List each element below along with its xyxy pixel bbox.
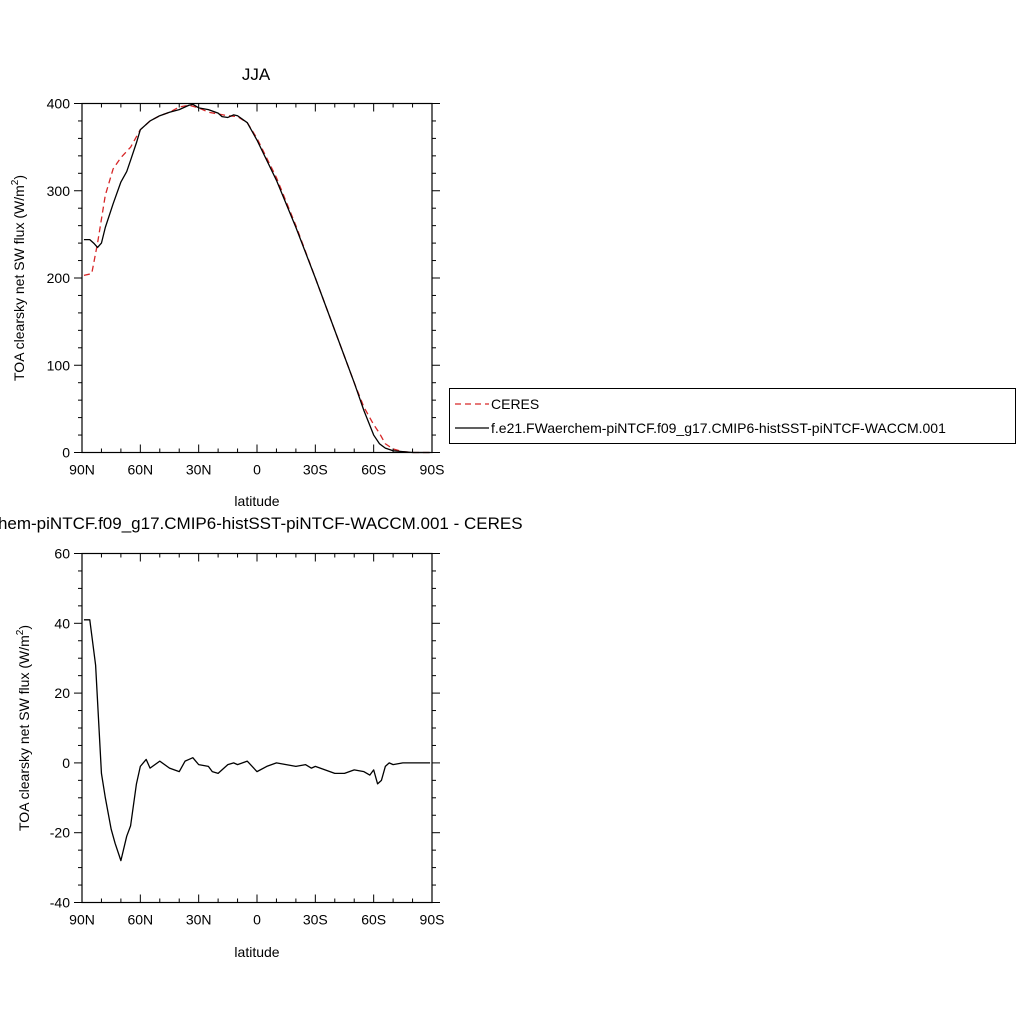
panel-bottom-x-tick-label: 30N [186,912,212,928]
panel-bottom-x-tick-label: 90S [420,912,445,928]
panel-bottom-y-tick-label: 20 [54,685,70,701]
panel-top-y-tick-label: 100 [47,357,71,373]
panel-bottom-x-tick-label: 0 [253,912,261,928]
panel-top-x-tick-label: 30S [303,462,328,478]
panel-top-x-tick-label: 60N [127,462,153,478]
panel-top-x-axis-title: latitude [234,493,279,509]
panel-top-series-group [83,103,431,454]
panel-top-y-axis-title: TOA clearsky net SW flux (W/m2) [10,175,27,381]
panel-bottom-ticks: 90N 60N 30N 0 30S 60S 90S -40 -20 0 20 40 60 [50,546,445,928]
panel-bottom-y-axis-title: TOA clearsky net SW flux (W/m2) [15,625,32,831]
panel-bottom-y-tick-label: -20 [50,825,70,841]
panel-bottom-y-axis-title-main: TOA clearsky net SW flux (W/m [16,635,32,831]
panel-top-y-axis-title-main: TOA clearsky net SW flux (W/m [11,185,27,381]
panel-bottom-y-tick-label: 60 [54,546,70,562]
panel-bottom-y-axis-title-close: ) [16,625,32,630]
panel-top-y-axis-title-close: ) [11,175,27,180]
panel-top-y-tick-label: 300 [47,183,71,199]
legend-label-model: f.e21.FWaerchem-piNTCF.f09_g17.CMIP6-his… [491,420,946,436]
panel-top-x-tick-label: 90N [69,462,95,478]
legend: CERES f.e21.FWaerchem-piNTCF.f09_g17.CMI… [449,388,1016,444]
panel-bottom-x-tick-label: 90N [69,912,95,928]
panel-top-y-tick-label: 400 [47,96,71,112]
panel-bottom-y-tick-label: 40 [54,615,70,631]
panel-top-plot-frame [81,102,433,454]
panel-top-x-tick-label: 90S [420,462,445,478]
panel-bottom-plot-frame [81,552,433,904]
panel-top-x-tick-label: 60S [361,462,386,478]
panel-top-series-line-1 [83,103,431,454]
panel-bottom-y-axis-title-sup: 2 [15,629,26,635]
panel-bottom-title: chem-piNTCF.f09_g17.CMIP6-histSST-piNTCF… [0,514,523,533]
panel-top-ticks: 90N 60N 30N 0 30S 60S 90S 0 100 200 300 400 [47,96,445,478]
panel-top: JJA 90N 60N 30N 0 30S 60S 90S 0 100 200 300 400 lat… [10,65,1016,509]
panel-bottom-x-tick-label: 30S [303,912,328,928]
panel-bottom-y-tick-label: 0 [62,755,70,771]
panel-top-y-tick-label: 200 [47,270,71,286]
legend-label-ceres: CERES [491,396,539,412]
legend-box [449,388,1016,444]
panel-top-series-line-0 [83,104,431,454]
panel-top-x-tick-label: 30N [186,462,212,478]
panel-bottom-series-line-0 [83,619,431,862]
panel-bottom-x-axis-title: latitude [234,944,279,960]
panel-bottom-y-tick-label: -40 [50,895,70,911]
panel-bottom: chem-piNTCF.f09_g17.CMIP6-histSST-piNTCF… [0,514,523,960]
panel-top-y-axis-title-sup: 2 [10,179,21,185]
panel-bottom-series-group [83,619,431,862]
panel-top-title: JJA [242,65,271,84]
panel-bottom-x-tick-label: 60S [361,912,386,928]
panel-bottom-x-tick-label: 60N [127,912,153,928]
panel-top-y-tick-label: 0 [62,445,70,461]
panel-top-x-tick-label: 0 [253,462,261,478]
